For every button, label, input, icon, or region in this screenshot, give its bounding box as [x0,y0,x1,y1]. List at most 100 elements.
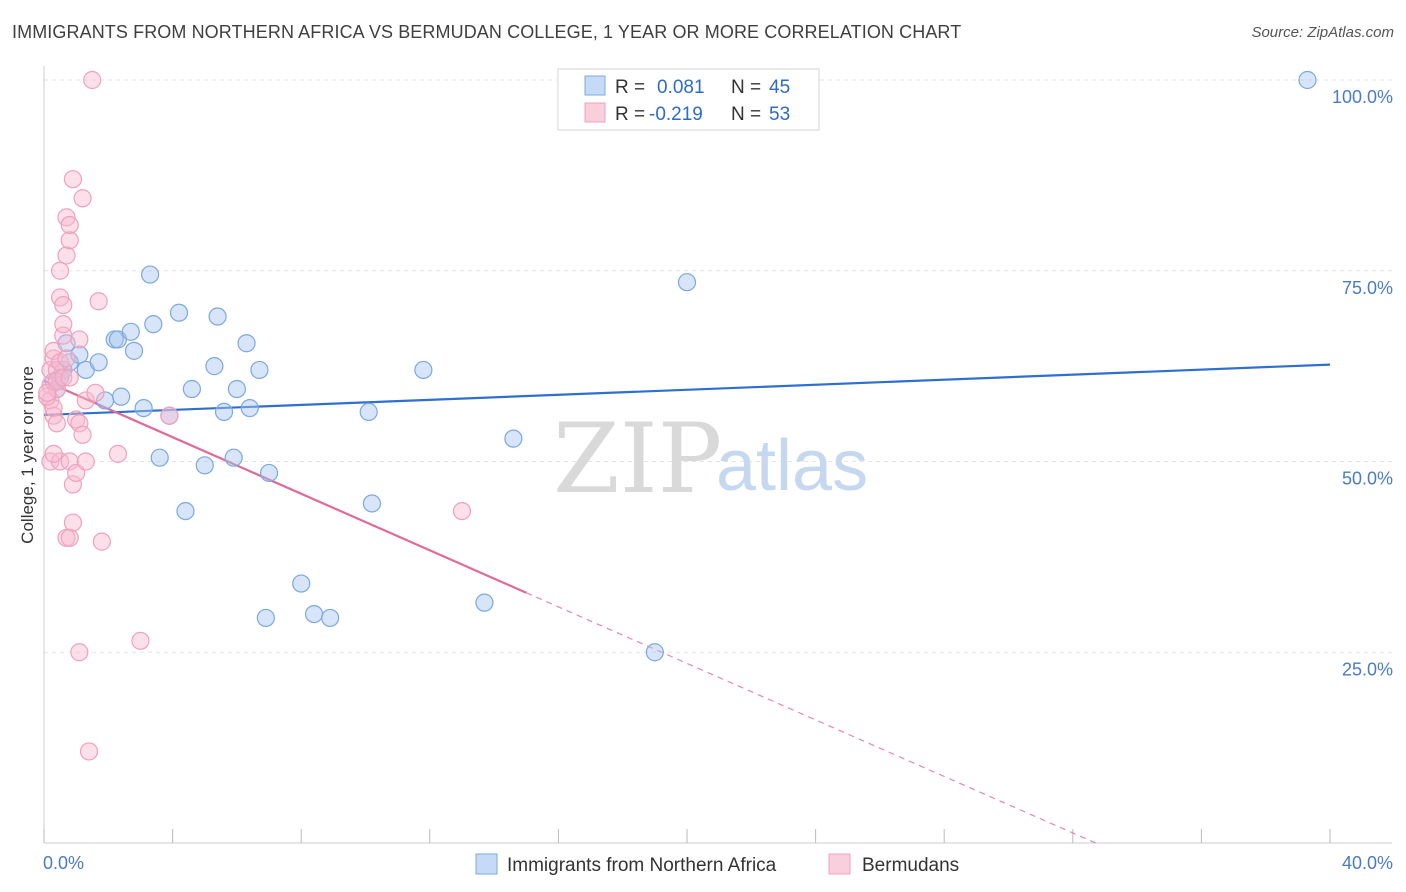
data-point-bermudans [76,452,95,471]
data-point-bermudans [60,231,79,250]
data-point-bermudans [70,330,89,349]
data-point-bermudans [70,643,89,662]
watermark: ZIP atlas [553,403,868,515]
data-point-bermudans [63,475,83,494]
trend-line-dashed-1 [526,592,1096,844]
data-point-bermudans [131,631,150,650]
data-point-immigrants [150,448,169,467]
data-point-bermudans [54,315,73,334]
legend-n-label-1: N = [731,77,761,98]
data-point-bermudans [92,532,111,551]
data-point-immigrants [475,593,494,612]
grid-layer [44,79,1392,653]
data-point-immigrants [121,322,140,341]
data-point-immigrants [362,494,382,513]
data-point-bermudans [60,368,79,387]
data-point-immigrants [195,456,214,475]
data-point-immigrants [259,463,279,483]
data-point-bermudans [44,398,63,418]
data-point-immigrants [124,341,144,360]
data-point-immigrants [89,353,108,372]
axes-layer [43,66,1392,844]
data-point-immigrants [292,574,311,593]
legend-r-value-2: -0.219 [649,104,703,125]
points-layer [38,70,1317,761]
data-point-bermudans [108,444,128,463]
data-point-bermudans [79,742,99,761]
data-point-immigrants [134,398,153,418]
data-point-bermudans [57,246,76,265]
legend-r-value-1: 0.081 [657,77,705,98]
data-point-immigrants [645,643,664,662]
data-point-bermudans [73,425,92,444]
data-point-immigrants [205,357,224,376]
data-point-bermudans [50,261,70,280]
data-point-bermudans [60,215,79,235]
y-tick-label: 50.0% [1342,469,1393,489]
data-point-immigrants [144,315,163,334]
data-point-immigrants [359,402,378,422]
bottom-legend-swatch-immigrants [475,853,498,875]
top-legend: R = 0.081 N = 45 R = -0.219 N = 53 [557,68,820,131]
data-point-immigrants [237,334,256,353]
ticks-layer: 100.0% 75.0% 50.0% 25.0% 0.0% 40.0% [43,87,1393,873]
bottom-legend-label-bermudans: Bermudans [862,855,959,876]
legend-n-value-1: 45 [769,77,790,98]
data-point-immigrants [140,265,160,284]
data-point-immigrants [1298,70,1317,90]
legend-swatch-immigrants [584,75,606,96]
data-point-immigrants [256,608,275,628]
data-point-bermudans [86,383,105,402]
data-point-immigrants [321,608,340,628]
data-point-immigrants [208,307,227,326]
data-point-bermudans [73,189,92,208]
x-tick-label-max: 40.0% [1342,853,1393,873]
watermark-atlas: atlas [716,426,868,506]
data-point-bermudans [452,501,472,521]
data-point-immigrants [224,448,243,467]
data-point-bermudans [83,70,102,90]
data-point-bermudans [60,452,79,471]
data-point-immigrants [112,387,131,406]
data-point-immigrants [504,429,523,448]
data-point-bermudans [47,414,66,433]
data-point-immigrants [414,360,433,380]
data-point-bermudans [160,406,179,425]
legend-swatch-bermudans [584,102,606,123]
data-point-immigrants [240,398,259,418]
data-point-bermudans [57,349,76,368]
data-point-bermudans [76,391,95,410]
trend-line-1 [43,379,527,594]
data-point-bermudans [54,295,73,315]
data-point-bermudans [70,414,89,433]
data-point-bermudans [60,528,79,547]
data-point-immigrants [176,501,195,521]
data-point-bermudans [50,452,70,471]
y-tick-label: 75.0% [1342,278,1393,298]
bottom-legend: Immigrants from Northern Africa Bermudan… [475,853,959,876]
y-axis-label: College, 1 year or more [18,366,37,544]
y-tick-label: 100.0% [1332,87,1393,107]
data-point-bermudans [47,379,66,399]
data-point-bermudans [38,387,57,406]
chart-title: IMMIGRANTS FROM NORTHERN AFRICA VS BERMU… [12,22,962,42]
data-point-immigrants [227,379,246,399]
data-point-bermudans [54,368,73,387]
legend-n-label-2: N = [731,104,761,125]
chart-source: Source: ZipAtlas.com [1251,24,1394,41]
data-point-immigrants [182,379,201,399]
watermark-zip: ZIP [553,403,722,515]
data-point-immigrants [304,604,324,624]
data-point-immigrants [214,402,234,422]
data-point-bermudans [38,383,57,402]
bottom-legend-swatch-bermudans [828,853,851,875]
data-point-immigrants [250,360,269,380]
data-point-immigrants [169,303,189,322]
data-point-bermudans [44,444,63,463]
legend-r-label-2: R = [615,104,645,125]
data-point-immigrants [677,273,697,292]
y-tick-label: 25.0% [1342,659,1393,679]
legend-r-label-1: R = [615,77,645,98]
data-point-bermudans [89,292,108,311]
